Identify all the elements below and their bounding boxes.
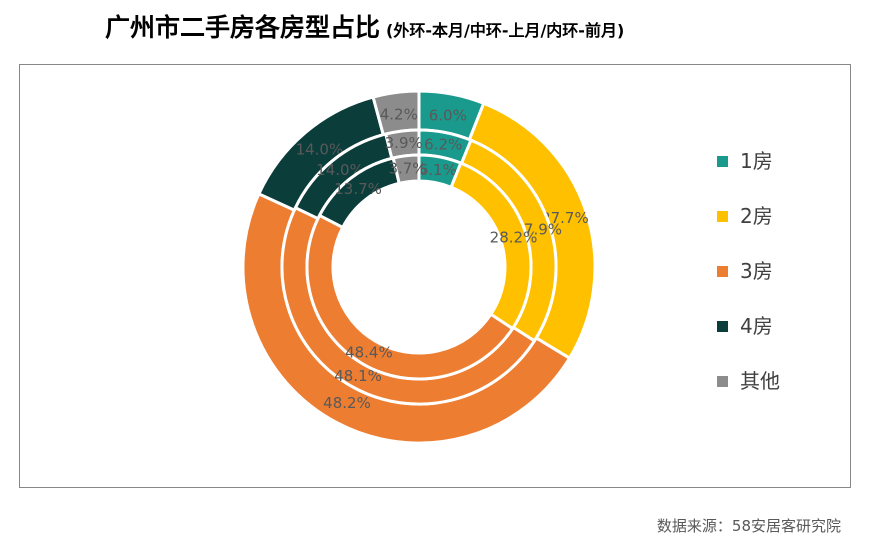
label-middle-2: 48.1%	[334, 367, 382, 385]
label-outer-3: 14.0%	[296, 141, 344, 159]
legend-label-4: 其他	[740, 369, 780, 393]
label-outer-2: 48.2%	[323, 394, 371, 412]
legend-label-0: 1房	[740, 149, 773, 173]
source-note: 数据来源：58安居客研究院	[656, 517, 841, 535]
legend-label-1: 2房	[740, 204, 773, 228]
label-inner-2: 48.4%	[345, 343, 393, 361]
chart-title-main: 广州市二手房各房型占比	[105, 13, 381, 42]
chart-subtitle: (外环-本月/中环-上月/内环-前月)	[386, 21, 625, 40]
chart-frame: 6.0% 27.7% 48.2% 14.0% 4.2% 6.2% 27.9% 48.1% 14.…	[19, 64, 851, 488]
segment-inner-4	[391, 153, 421, 186]
label-outer-1: 27.7%	[541, 209, 589, 227]
legend-label-3: 4房	[740, 314, 773, 338]
legend-label-2: 3房	[740, 259, 773, 283]
label-inner-1: 28.2%	[490, 229, 538, 247]
label-middle-4: 3.9%	[385, 134, 423, 152]
legend-swatch-4	[717, 376, 728, 387]
label-inner-4: 3.7%	[388, 160, 426, 178]
label-inner-3: 13.7%	[334, 180, 382, 198]
legend-swatch-1	[717, 211, 728, 222]
legend-swatch-3	[717, 321, 728, 332]
donut-chart: 6.0%27.7%48.2%14.0%4.2%6.2%27.9%48.1%14.…	[241, 89, 780, 445]
label-outer-4: 4.2%	[380, 105, 418, 123]
legend-swatch-2	[717, 266, 728, 277]
label-outer-0: 6.0%	[429, 107, 467, 125]
label-middle-0: 6.2%	[424, 135, 462, 153]
legend-swatch-0	[717, 156, 728, 167]
label-inner-0: 6.1%	[419, 161, 457, 179]
segment-inner-2	[305, 213, 515, 381]
chart-title: 广州市二手房各房型占比 (外环-本月/中环-上月/内环-前月)	[105, 8, 624, 44]
label-middle-3: 14.0%	[316, 161, 364, 179]
